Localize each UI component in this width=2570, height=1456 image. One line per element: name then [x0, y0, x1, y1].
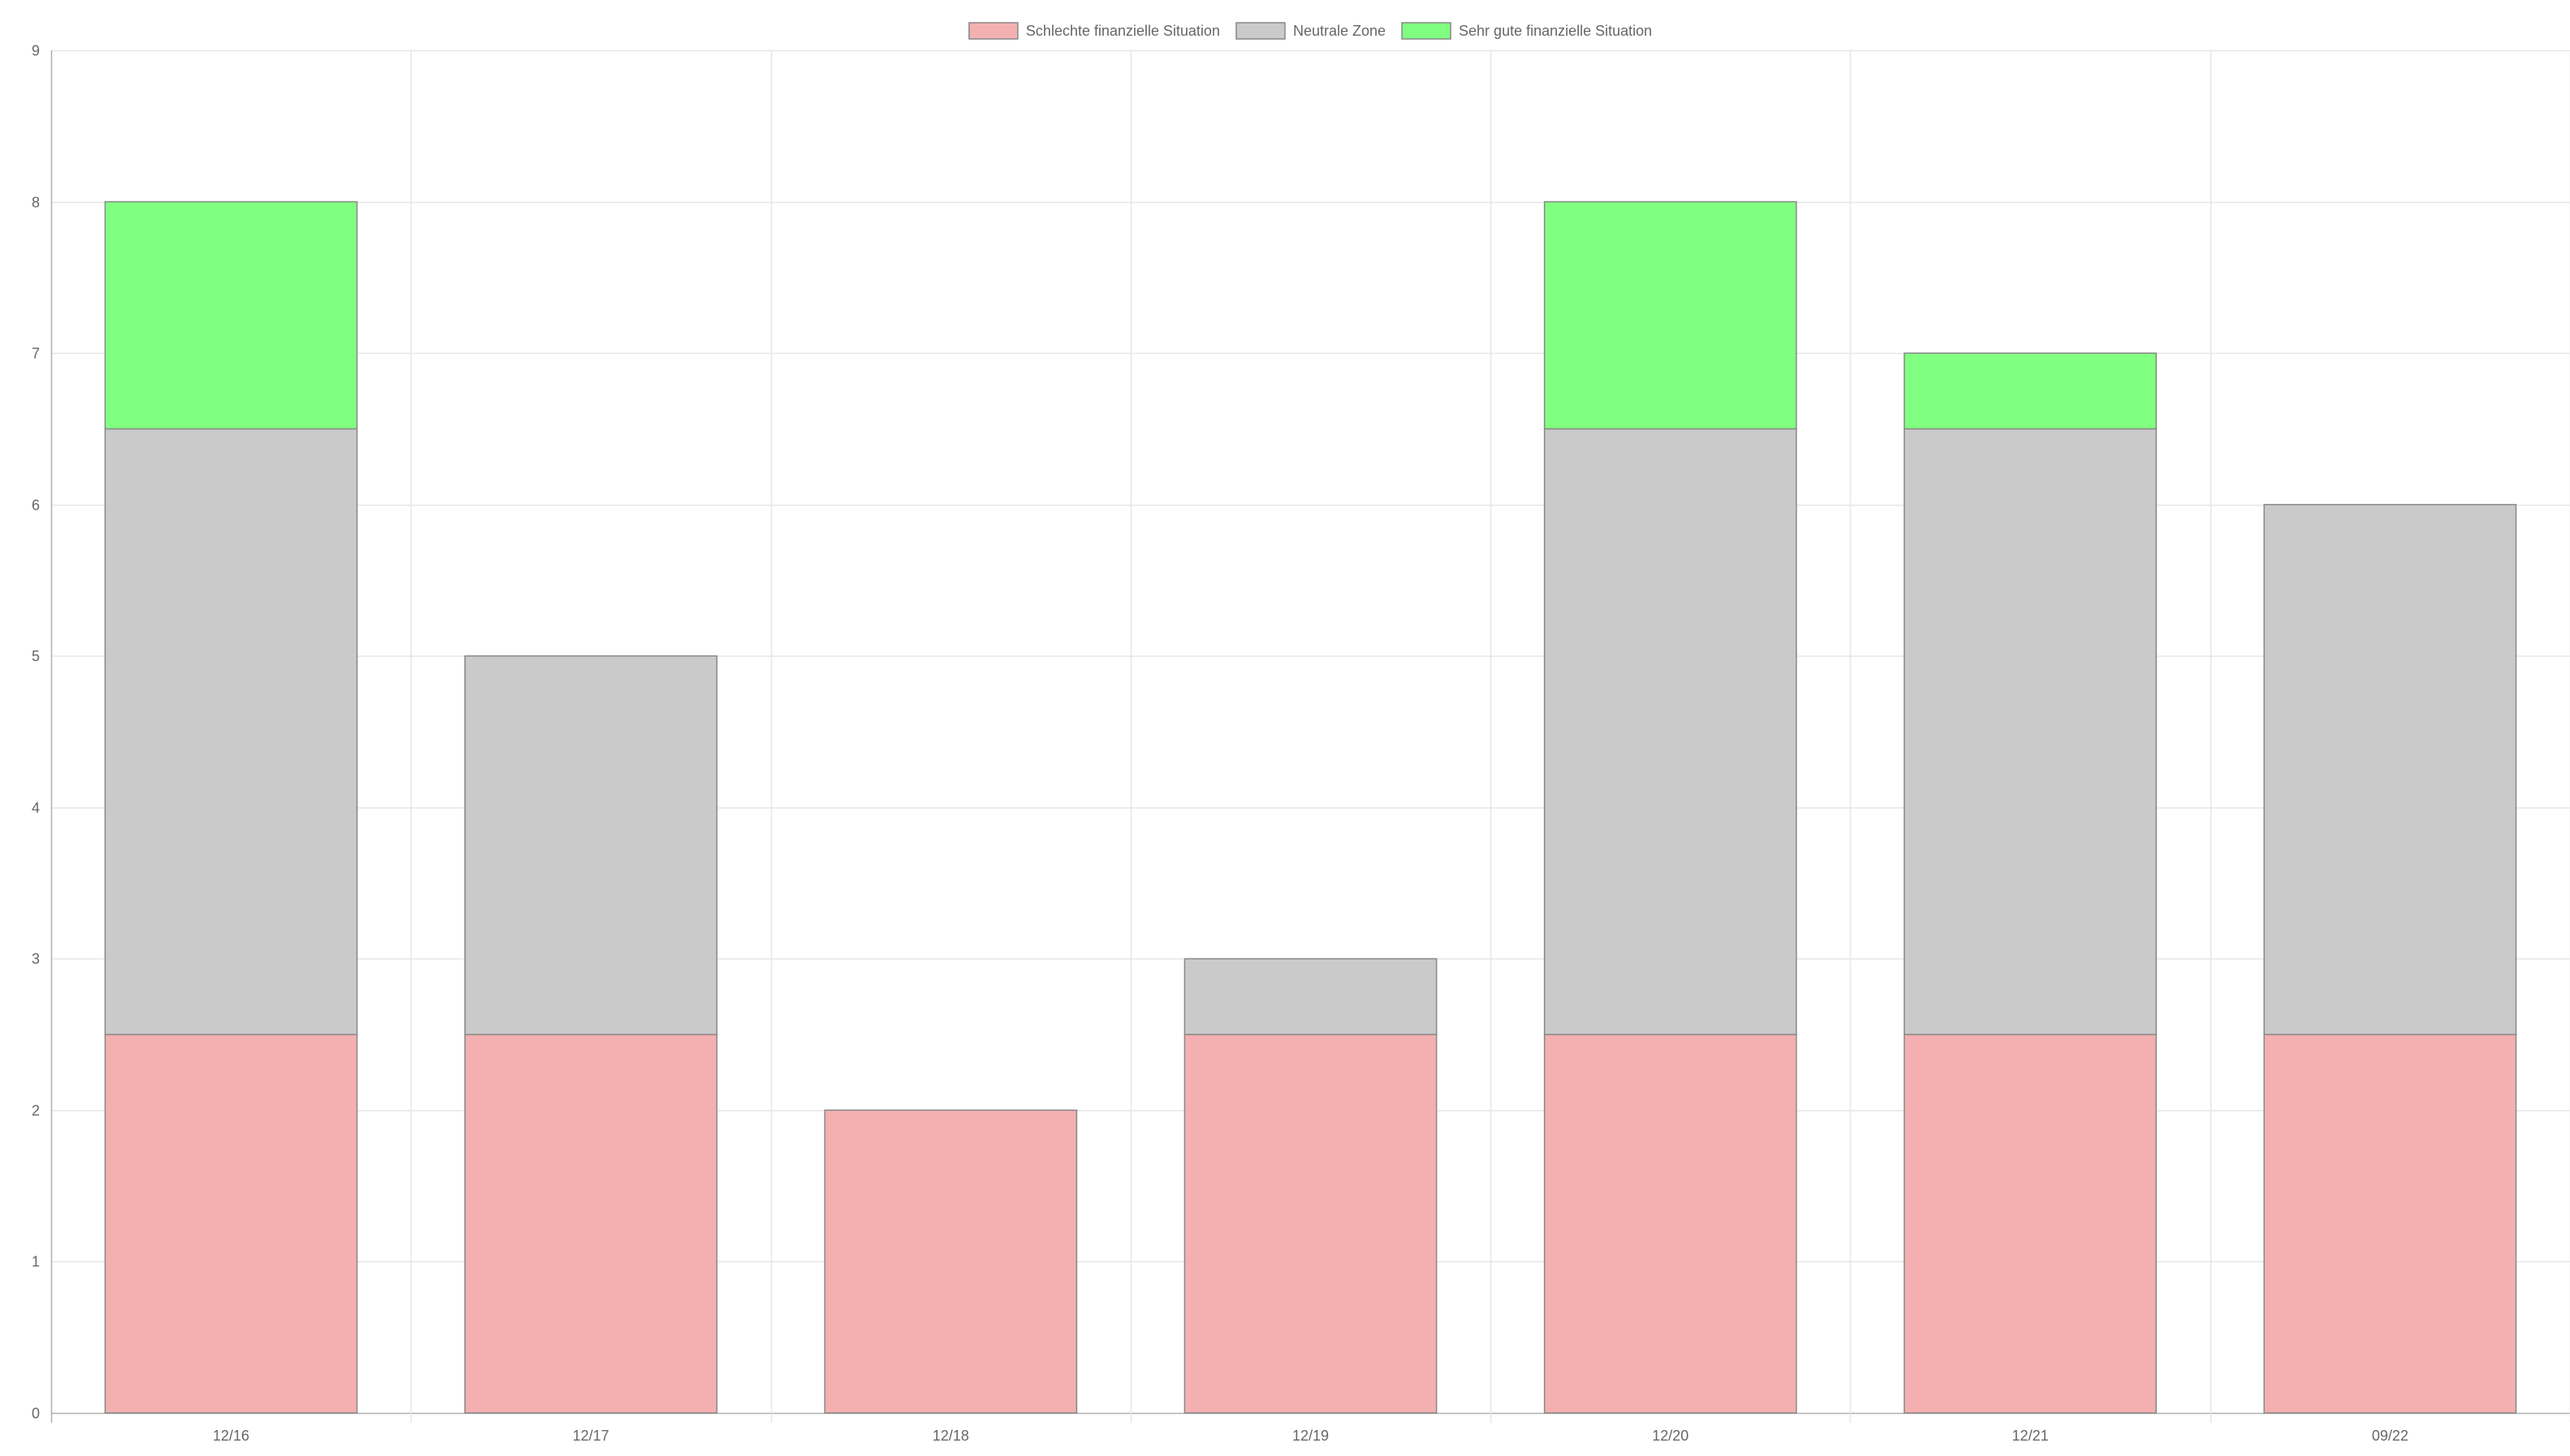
bar-segment-1	[1904, 1033, 2157, 1414]
axis-layer: 0 1 2 3 4 5 6 7 8 9 12/16 12/17 12/18 12/19 12/20 12/21…	[32, 43, 2408, 1445]
legend: Schlechte finanzielle Situation Neutrale …	[968, 22, 1652, 40]
y-tick-label: 5	[32, 648, 40, 665]
bar-segment-2	[464, 655, 718, 1036]
bar-segment-1	[1543, 1033, 1797, 1414]
bar-segment-1	[2263, 1033, 2517, 1414]
y-tick-label: 2	[32, 1103, 40, 1119]
y-tick-label: 3	[32, 951, 40, 967]
x-tick-label: 12/16	[213, 1428, 249, 1444]
y-tick-label: 8	[32, 195, 40, 211]
legend-swatch-1	[968, 22, 1019, 40]
bar-segment-2	[104, 428, 358, 1036]
bar-segment-1	[464, 1033, 718, 1414]
bar-segment-3	[1904, 352, 2157, 430]
bar-segment-2	[1543, 428, 1797, 1036]
y-tick-label: 7	[32, 346, 40, 362]
bar-segment-2	[2263, 503, 2517, 1036]
bar-segment-1	[824, 1109, 1078, 1414]
legend-label-1: Schlechte finanzielle Situation	[1026, 23, 1220, 39]
x-tick-label: 09/22	[2372, 1428, 2408, 1444]
bars-layer	[104, 200, 2517, 1414]
bar-segment-2	[1184, 958, 1438, 1036]
x-tick-label: 12/21	[2012, 1428, 2049, 1444]
legend-label-3: Sehr gute finanzielle Situation	[1459, 23, 1652, 39]
y-tick-label: 9	[32, 43, 40, 59]
x-tick-label: 12/18	[933, 1428, 969, 1444]
y-tick-label: 1	[32, 1254, 40, 1270]
bar-segment-1	[1184, 1033, 1438, 1414]
legend-swatch-3	[1401, 22, 1451, 40]
legend-label-2: Neutrale Zone	[1293, 23, 1386, 39]
x-tick-label: 12/17	[572, 1428, 609, 1444]
y-tick-label: 4	[32, 800, 40, 816]
bar-segment-3	[1543, 200, 1797, 430]
bar-segment-1	[104, 1033, 358, 1414]
x-tick-label: 12/20	[1652, 1428, 1688, 1444]
legend-swatch-2	[1235, 22, 1286, 40]
y-tick-label: 0	[32, 1406, 40, 1422]
x-tick-label: 12/19	[1292, 1428, 1329, 1444]
bar-segment-3	[104, 200, 358, 430]
bar-segment-2	[1904, 428, 2157, 1036]
y-tick-label: 6	[32, 498, 40, 514]
